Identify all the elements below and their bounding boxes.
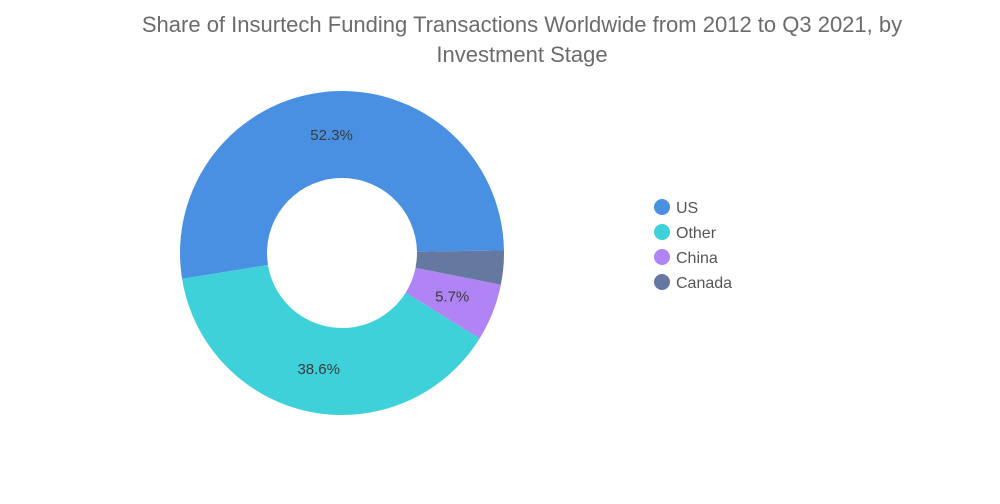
legend: US Other China Canada [654, 199, 732, 292]
chart-title-line-1: Share of Insurtech Funding Transactions … [142, 12, 902, 37]
slice-us[interactable] [180, 91, 504, 279]
legend-label-canada: Canada [676, 275, 732, 292]
donut-slices [180, 91, 504, 415]
slice-china[interactable] [405, 267, 501, 339]
legend-label-us: US [676, 200, 698, 217]
slice-other[interactable] [182, 264, 480, 415]
chart-title-line-2: Investment Stage [436, 42, 607, 67]
slice-label-other: 38.6% [297, 361, 340, 378]
slice-labels: 52.3% 38.6% 5.7% [297, 127, 469, 378]
slice-label-china: 5.7% [435, 289, 469, 306]
legend-marker-china [654, 249, 670, 265]
legend-item-canada[interactable]: Canada [654, 274, 732, 292]
slice-canada[interactable] [415, 250, 504, 285]
legend-item-other[interactable]: Other [654, 224, 717, 242]
legend-item-china[interactable]: China [654, 249, 718, 267]
slice-label-us: 52.3% [310, 127, 353, 144]
legend-marker-other [654, 224, 670, 240]
legend-marker-us [654, 199, 670, 215]
legend-marker-canada [654, 274, 670, 290]
legend-item-us[interactable]: US [654, 199, 698, 217]
legend-label-other: Other [676, 225, 717, 242]
legend-label-china: China [676, 250, 718, 267]
